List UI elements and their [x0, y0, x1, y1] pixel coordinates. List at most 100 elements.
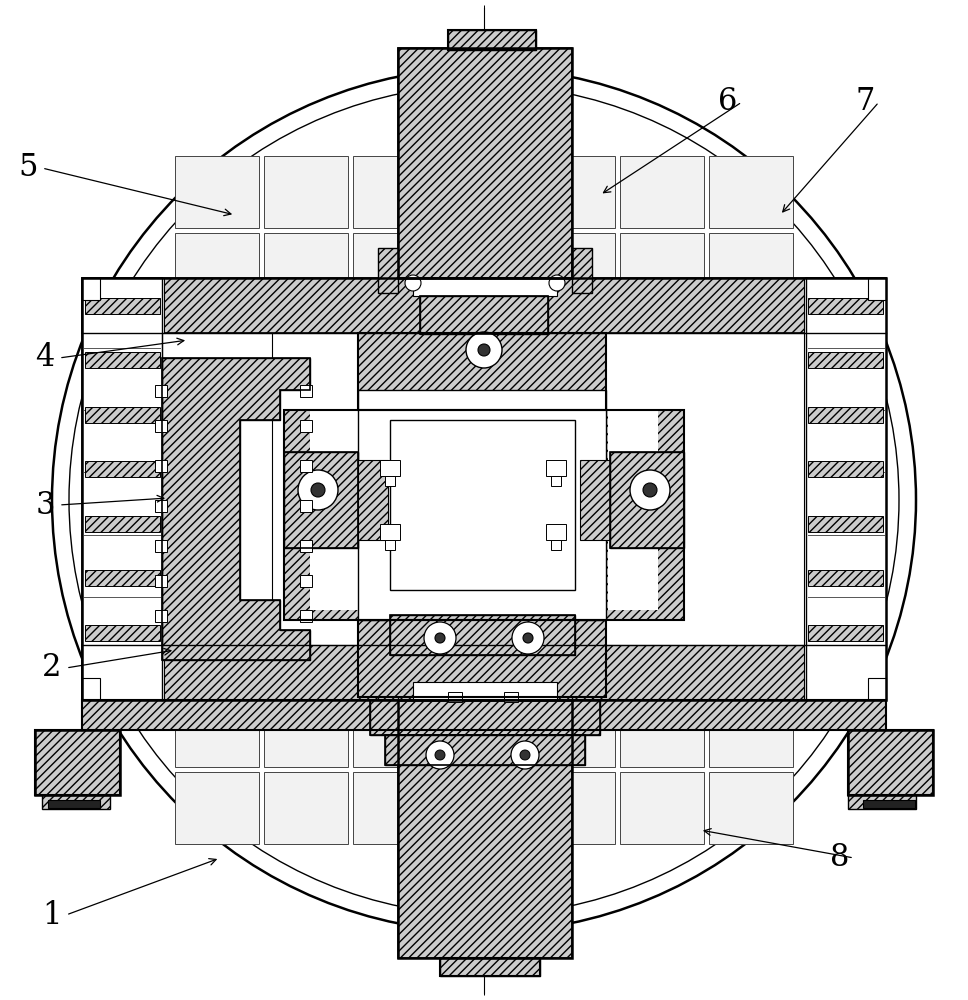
Bar	[440, 958, 540, 976]
Bar	[709, 156, 793, 228]
Bar	[358, 460, 388, 540]
Bar	[504, 692, 518, 702]
Text: 1: 1	[43, 900, 62, 930]
Bar	[300, 575, 312, 587]
Bar	[398, 700, 572, 958]
Bar	[709, 618, 793, 690]
Bar	[420, 296, 548, 334]
Polygon shape	[162, 358, 310, 660]
Bar	[848, 795, 916, 809]
Bar	[85, 461, 160, 477]
Bar	[155, 540, 167, 552]
Bar	[385, 735, 585, 765]
Bar	[580, 460, 610, 540]
Bar	[380, 524, 400, 540]
Bar	[358, 620, 606, 697]
Bar	[442, 233, 526, 305]
Bar	[264, 618, 348, 690]
Bar	[808, 570, 883, 586]
Bar	[155, 610, 167, 622]
Bar	[620, 695, 704, 767]
Bar	[848, 730, 933, 795]
Bar	[175, 387, 259, 459]
Bar	[398, 700, 572, 958]
Circle shape	[511, 741, 539, 769]
Bar	[378, 248, 398, 293]
Bar	[162, 333, 272, 645]
Bar	[709, 310, 793, 382]
Bar	[175, 695, 259, 767]
Bar	[863, 800, 915, 808]
Bar	[798, 618, 882, 690]
Bar	[378, 685, 398, 730]
Bar	[300, 385, 312, 397]
Bar	[86, 387, 170, 459]
Bar	[370, 700, 600, 735]
Text: 6: 6	[718, 87, 738, 117]
Text: 4: 4	[36, 342, 54, 373]
Bar	[610, 452, 684, 548]
Bar	[442, 772, 526, 844]
Bar	[358, 620, 606, 697]
Bar	[353, 772, 437, 844]
Circle shape	[523, 633, 533, 643]
Bar	[551, 540, 561, 550]
Bar	[709, 772, 793, 844]
Bar	[358, 333, 606, 410]
Bar	[162, 333, 806, 645]
Bar	[798, 310, 882, 382]
Circle shape	[69, 85, 899, 915]
Bar	[82, 278, 886, 333]
Bar	[798, 387, 882, 459]
Bar	[551, 476, 561, 486]
Bar	[310, 410, 360, 610]
Bar	[284, 452, 358, 548]
Circle shape	[466, 332, 502, 368]
Bar	[82, 278, 886, 700]
Bar	[175, 310, 259, 382]
Bar	[86, 618, 170, 690]
Bar	[82, 645, 886, 700]
Bar	[808, 407, 883, 423]
Bar	[284, 410, 684, 620]
Bar	[82, 278, 162, 700]
Bar	[531, 233, 615, 305]
Bar	[385, 735, 585, 765]
Bar	[85, 570, 160, 586]
Bar	[35, 730, 120, 795]
Circle shape	[435, 750, 445, 760]
Circle shape	[630, 470, 670, 510]
Bar	[155, 385, 167, 397]
Bar	[82, 278, 164, 700]
Bar	[808, 516, 883, 532]
Bar	[448, 692, 462, 702]
Bar	[264, 695, 348, 767]
Bar	[300, 460, 312, 472]
Bar	[546, 460, 566, 476]
Bar	[264, 772, 348, 844]
Bar	[385, 540, 395, 550]
Bar	[353, 233, 437, 305]
Bar	[35, 730, 120, 795]
Circle shape	[478, 344, 490, 356]
Circle shape	[643, 483, 657, 497]
Bar	[531, 772, 615, 844]
Bar	[264, 310, 348, 382]
Bar	[175, 464, 259, 536]
Bar	[808, 461, 883, 477]
Bar	[155, 420, 167, 432]
Circle shape	[426, 741, 454, 769]
Text: 2: 2	[43, 652, 62, 684]
Bar	[284, 452, 358, 548]
Bar	[428, 296, 542, 308]
Bar	[85, 516, 160, 532]
Bar	[390, 615, 575, 655]
Bar	[709, 464, 793, 536]
Bar	[620, 156, 704, 228]
Bar	[413, 682, 557, 700]
Circle shape	[311, 483, 325, 497]
Bar	[284, 410, 684, 490]
Bar	[440, 958, 540, 976]
Bar	[175, 233, 259, 305]
Bar	[620, 772, 704, 844]
